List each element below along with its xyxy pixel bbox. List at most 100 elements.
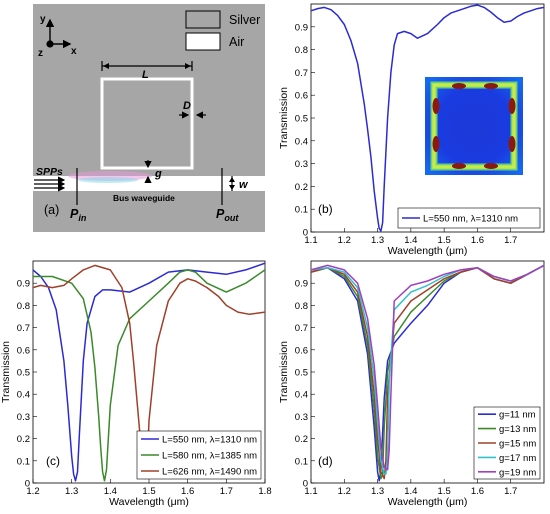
x-tick-label: 1.7 xyxy=(504,486,517,497)
legend-label: g=17 nm xyxy=(499,453,536,464)
x-tick-label: 1.6 xyxy=(471,486,484,497)
legend-label: g=13 nm xyxy=(499,424,536,435)
y-tick-label: 0.5 xyxy=(295,114,308,125)
y-tick-label: 0.5 xyxy=(17,368,30,379)
y-tick-label: 0 xyxy=(303,479,308,490)
panel-a-schematic: Silver Air y x z L D g w SPPs xyxy=(33,4,265,232)
x-tick-label: 1.6 xyxy=(181,486,194,497)
y-tick-label: 0.7 xyxy=(295,68,308,79)
y-tick-label: 0.9 xyxy=(17,279,30,290)
series-line xyxy=(310,264,545,471)
legend-swatch-silver xyxy=(185,10,221,29)
y-tick-label: 0.1 xyxy=(295,205,308,216)
dimension-l-label: L xyxy=(142,69,149,81)
x-tick-label: 1.2 xyxy=(26,486,39,497)
y-tick-label: 0.9 xyxy=(295,22,308,33)
series-line xyxy=(310,4,545,232)
series-line xyxy=(310,264,545,480)
y-tick-label: 0.6 xyxy=(295,91,308,102)
y-tick-label: 0.8 xyxy=(295,301,308,312)
x-tick-label: 1.1 xyxy=(304,486,317,497)
port-in-label: Pin xyxy=(70,207,87,223)
panel-label: (c) xyxy=(46,454,60,468)
x-tick-label: 1.3 xyxy=(65,486,78,497)
y-tick-label: 0.3 xyxy=(295,412,308,423)
x-axis-label: Wavelength (μm) xyxy=(109,496,189,508)
dimension-w-label: w xyxy=(239,179,249,191)
legend-label: L=580 nm, λ=1385 nm xyxy=(162,451,257,462)
legend-label: g=11 nm xyxy=(499,410,536,421)
legend-label: L=626 nm, λ=1490 nm xyxy=(162,467,257,478)
x-tick-label: 1.7 xyxy=(504,235,517,246)
x-tick-label: 1.7 xyxy=(220,486,233,497)
legend-label-silver: Silver xyxy=(229,13,260,27)
y-tick-label: 0.4 xyxy=(295,136,308,147)
legend-swatch-air xyxy=(185,32,221,51)
y-tick-label: 0.8 xyxy=(17,301,30,312)
panel-d-chart: 1.1 1.2 1.3 1.4 1.5 1.6 1.7 0 0.1 0.2 0.3 0.4 0.5 0.6… xyxy=(278,260,545,508)
bus-waveguide-channel xyxy=(33,176,265,191)
y-tick-label: 0.5 xyxy=(295,368,308,379)
x-tick-label: 1.5 xyxy=(142,486,155,497)
y-tick-label: 0 xyxy=(303,228,308,239)
coupling-field-glow-inner xyxy=(78,177,138,183)
x-tick-label: 1.5 xyxy=(438,235,451,246)
x-tick-label: 1.3 xyxy=(371,235,384,246)
y-tick-label: 0.7 xyxy=(17,323,30,334)
x-tick-label: 1.4 xyxy=(104,486,117,497)
y-tick-label: 0.1 xyxy=(295,456,308,467)
z-axis-dot-icon xyxy=(46,40,54,48)
legend-label: g=15 nm xyxy=(499,439,536,450)
y-tick-label: 0.2 xyxy=(295,434,308,445)
bus-waveguide-label: Bus waveguide xyxy=(113,193,175,203)
x-tick-label: 1.1 xyxy=(304,235,317,246)
y-tick-label: 0.6 xyxy=(17,345,30,356)
legend-label-air: Air xyxy=(229,35,244,49)
y-tick-label: 0.3 xyxy=(17,412,30,423)
axis-label-y: y xyxy=(40,14,46,25)
y-tick-label: 0.3 xyxy=(295,159,308,170)
silver-background xyxy=(33,4,265,232)
x-tick-label: 1.3 xyxy=(371,486,384,497)
y-tick-label: 0.7 xyxy=(295,323,308,334)
field-distribution-inset xyxy=(425,77,523,175)
y-tick-label: 0.2 xyxy=(17,434,30,445)
port-out-label: Pout xyxy=(216,207,239,223)
y-tick-label: 0 xyxy=(25,479,30,490)
y-axis-label: Transmission xyxy=(0,341,12,403)
x-axis-label: Wavelength (μm) xyxy=(388,245,468,257)
panel-label-a: (a) xyxy=(44,203,59,217)
x-tick-label: 1.2 xyxy=(338,486,351,497)
legend-label: L=550 nm, λ=1310 nm xyxy=(162,435,257,446)
y-tick-label: 0.4 xyxy=(17,390,30,401)
panel-b-chart: 1.1 1.2 1.3 1.4 1.5 1.6 1.7 0 0.1 0.2 0.3 0.4 0.5 0.6… xyxy=(278,3,545,257)
x-axis-label: Wavelength (μm) xyxy=(388,496,468,508)
y-axis-label: Transmission xyxy=(278,341,290,403)
y-tick-label: 0.1 xyxy=(17,456,30,467)
y-tick-label: 0.6 xyxy=(295,345,308,356)
x-tick-label: 1.2 xyxy=(338,235,351,246)
axis-label-z: z xyxy=(38,48,43,59)
y-tick-label: 0.2 xyxy=(295,182,308,193)
x-tick-label: 1.4 xyxy=(404,486,417,497)
legend-box xyxy=(397,207,541,229)
y-axis-label: Transmission xyxy=(278,87,290,149)
x-tick-label: 1.5 xyxy=(438,486,451,497)
dimension-g-label: g xyxy=(154,168,162,180)
dimension-d-label: D xyxy=(183,100,191,112)
legend-label: g=19 nm xyxy=(499,467,536,478)
x-tick-label: 1.4 xyxy=(404,235,417,246)
y-tick-label: 0.4 xyxy=(295,390,308,401)
panel-label: (b) xyxy=(318,202,333,216)
x-tick-label: 1.8 xyxy=(258,486,271,497)
panel-label: (d) xyxy=(318,454,333,468)
y-tick-label: 0.9 xyxy=(295,279,308,290)
y-tick-label: 0.8 xyxy=(295,45,308,56)
spps-label: SPPs xyxy=(36,166,63,178)
axis-label-x: x xyxy=(71,46,77,57)
x-tick-label: 1.6 xyxy=(471,235,484,246)
series-line xyxy=(33,269,266,482)
panel-c-chart: 1.2 1.3 1.4 1.5 1.6 1.7 1.8 0 0.1 0.2 0.3 0.4 0.5 0.6… xyxy=(0,260,272,508)
legend-label: L=550 nm, λ=1310 nm xyxy=(423,214,518,225)
